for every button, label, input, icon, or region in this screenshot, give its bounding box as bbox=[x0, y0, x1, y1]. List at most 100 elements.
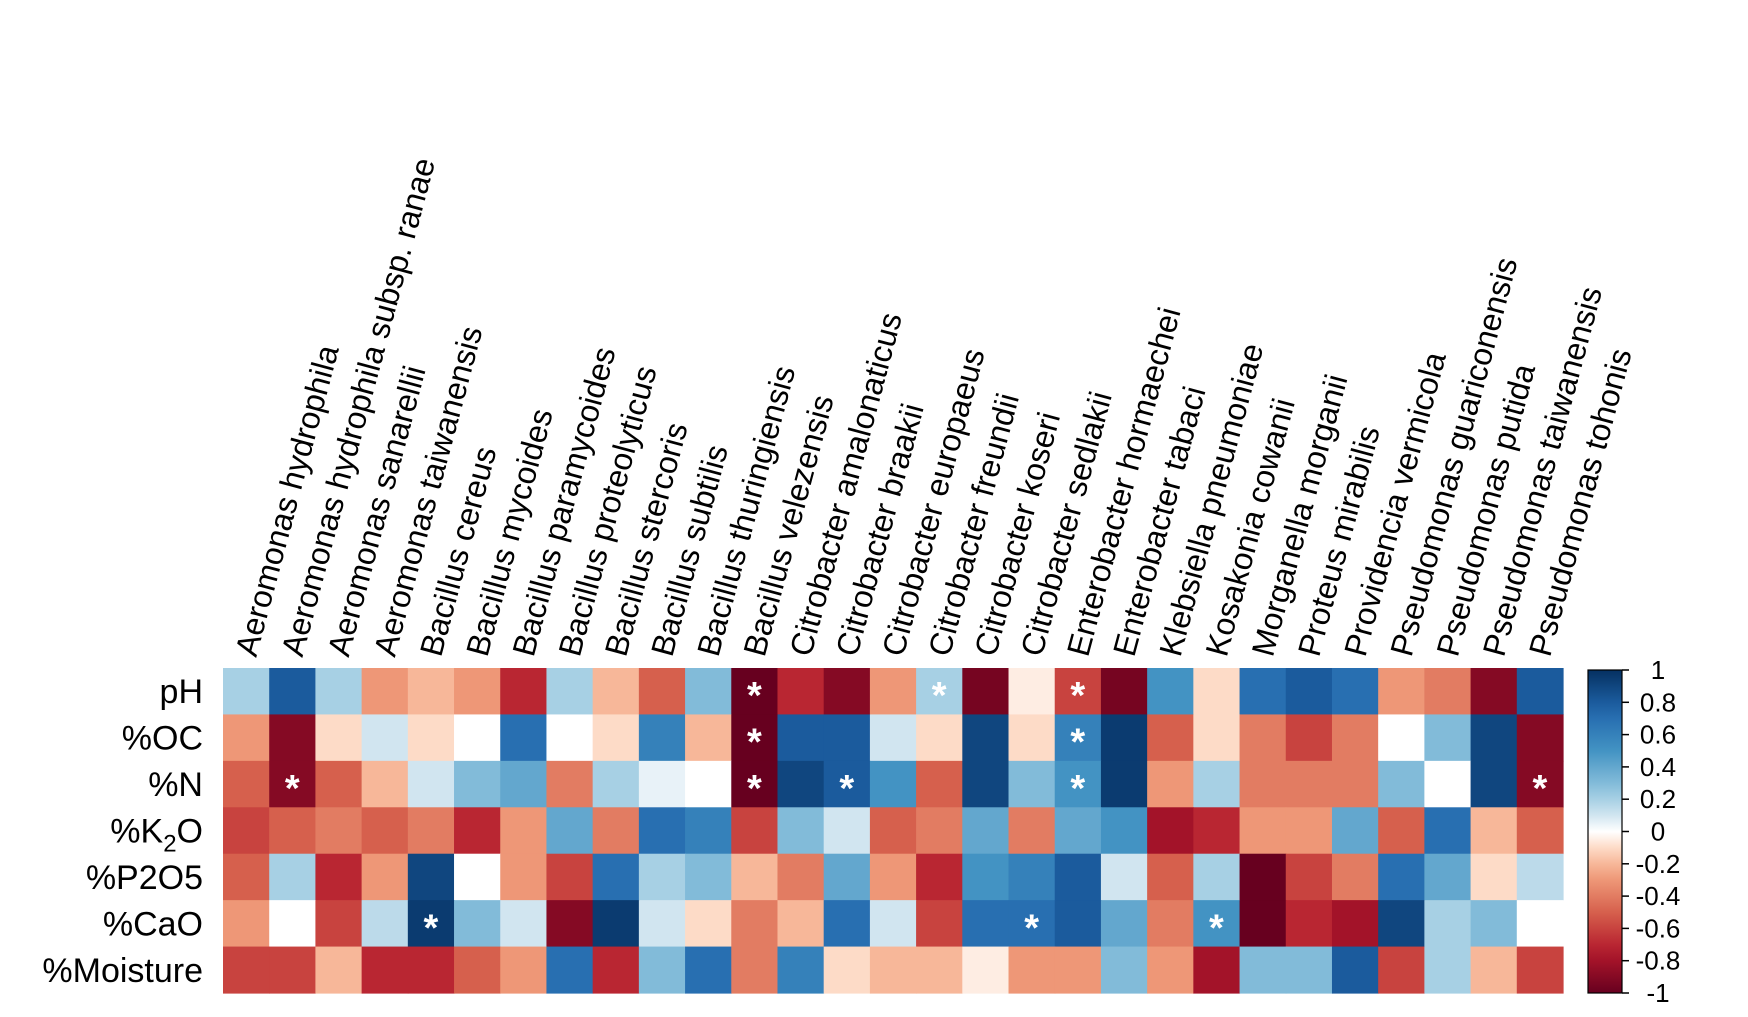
heatmap-cell bbox=[361, 853, 409, 901]
heatmap-cell bbox=[546, 714, 594, 762]
heatmap-cell bbox=[592, 760, 640, 808]
heatmap-cell bbox=[1378, 900, 1425, 948]
heatmap-cell bbox=[869, 807, 917, 855]
heatmap-cell bbox=[407, 760, 455, 808]
heatmap-cell bbox=[1470, 714, 1518, 762]
heatmap-cell bbox=[315, 946, 363, 994]
heatmap-cell bbox=[1239, 807, 1287, 855]
heatmap-cell bbox=[1008, 807, 1056, 855]
heatmap-cell bbox=[500, 946, 548, 994]
heatmap-cell bbox=[223, 853, 270, 901]
heatmap-cell bbox=[869, 668, 917, 716]
colorbar-tick-label: 0.4 bbox=[1640, 752, 1676, 782]
heatmap-cell bbox=[1470, 853, 1518, 901]
heatmap-cell bbox=[962, 853, 1010, 901]
heatmap-cell bbox=[407, 853, 455, 901]
heatmap-cell bbox=[454, 900, 501, 948]
heatmap-cell bbox=[269, 668, 317, 716]
heatmap-cell bbox=[1008, 668, 1056, 716]
heatmap-cell bbox=[962, 900, 1010, 948]
heatmap-cell bbox=[1147, 668, 1194, 716]
heatmap-cell bbox=[454, 853, 501, 901]
heatmap-cell bbox=[823, 668, 871, 716]
heatmap-cell bbox=[500, 714, 548, 762]
heatmap-cell bbox=[1100, 668, 1148, 716]
heatmap-cell bbox=[315, 668, 363, 716]
heatmap-cell bbox=[361, 760, 409, 808]
heatmap-cell bbox=[777, 900, 825, 948]
heatmap-cell bbox=[500, 760, 548, 808]
heatmap-cell bbox=[1193, 714, 1241, 762]
heatmap-cell bbox=[1516, 946, 1564, 994]
heatmap-cell bbox=[731, 714, 779, 762]
heatmap-cell bbox=[962, 760, 1010, 808]
heatmap-cell bbox=[962, 807, 1010, 855]
heatmap-cell bbox=[869, 853, 917, 901]
heatmap-cell bbox=[1424, 853, 1472, 901]
colorbar-tick-label: -0.2 bbox=[1636, 849, 1681, 879]
heatmap-cell bbox=[223, 668, 270, 716]
heatmap-cell bbox=[269, 900, 317, 948]
significance-star: * bbox=[839, 768, 854, 810]
heatmap-cell bbox=[638, 853, 686, 901]
colorbar: 10.80.60.40.20-0.2-0.4-0.6-0.8-1 bbox=[1587, 655, 1681, 1008]
heatmap-cell bbox=[1193, 668, 1241, 716]
heatmap-cell bbox=[1054, 714, 1102, 762]
significance-markers: * * ** ** * * * ** * * bbox=[285, 675, 1548, 949]
significance-star: * bbox=[424, 907, 439, 949]
heatmap-cell bbox=[1147, 900, 1194, 948]
significance-star: * bbox=[932, 675, 947, 717]
heatmap-cell bbox=[1054, 900, 1102, 948]
colorbar-gradient bbox=[1587, 669, 1623, 994]
heatmap-cell bbox=[1008, 946, 1056, 994]
heatmap-cell bbox=[685, 760, 732, 808]
heatmap-cell bbox=[1100, 946, 1148, 994]
heatmap-cell bbox=[916, 853, 963, 901]
heatmap-cell bbox=[962, 946, 1010, 994]
heatmap-cell bbox=[777, 807, 825, 855]
heatmap-cell bbox=[1239, 900, 1287, 948]
heatmap-cell bbox=[1470, 807, 1518, 855]
heatmap-cell bbox=[1516, 900, 1564, 948]
heatmap-cell bbox=[500, 807, 548, 855]
heatmap-cell bbox=[1100, 807, 1148, 855]
heatmap-cell bbox=[777, 946, 825, 994]
colorbar-tick-label: 0.6 bbox=[1640, 720, 1676, 750]
heatmap-cell bbox=[1424, 760, 1472, 808]
heatmap-cell bbox=[685, 946, 732, 994]
heatmap-cell bbox=[1516, 714, 1564, 762]
row-label: %CaO bbox=[103, 905, 203, 943]
heatmap-cell bbox=[916, 807, 963, 855]
heatmap-cell bbox=[361, 900, 409, 948]
heatmap-cell bbox=[546, 807, 594, 855]
heatmap-cell bbox=[1516, 807, 1564, 855]
heatmap-cell bbox=[1285, 760, 1333, 808]
heatmap-cell bbox=[1008, 853, 1056, 901]
heatmap-cell bbox=[407, 807, 455, 855]
heatmap-cell bbox=[1516, 668, 1564, 716]
heatmap-cell bbox=[315, 900, 363, 948]
heatmap-cell bbox=[223, 760, 270, 808]
heatmap-cell bbox=[407, 946, 455, 994]
heatmap-cell bbox=[454, 807, 501, 855]
heatmap-cell bbox=[315, 714, 363, 762]
heatmap-cell bbox=[546, 760, 594, 808]
significance-star: * bbox=[1209, 907, 1224, 949]
heatmap-cell bbox=[1008, 900, 1056, 948]
heatmap-cell bbox=[223, 900, 270, 948]
heatmap-cell bbox=[592, 668, 640, 716]
heatmap-cell bbox=[1239, 853, 1287, 901]
heatmap-cell bbox=[1516, 853, 1564, 901]
significance-star: * bbox=[1070, 675, 1085, 717]
heatmap-cell bbox=[592, 900, 640, 948]
heatmap-cell bbox=[1378, 946, 1425, 994]
heatmap-cell bbox=[685, 900, 732, 948]
heatmap-cell bbox=[1331, 900, 1379, 948]
heatmap-cell bbox=[500, 668, 548, 716]
significance-star: * bbox=[1070, 722, 1085, 764]
heatmap-cell bbox=[315, 853, 363, 901]
heatmap-cell bbox=[361, 668, 409, 716]
heatmap-cell bbox=[1100, 714, 1148, 762]
heatmap-cell bbox=[1285, 668, 1333, 716]
